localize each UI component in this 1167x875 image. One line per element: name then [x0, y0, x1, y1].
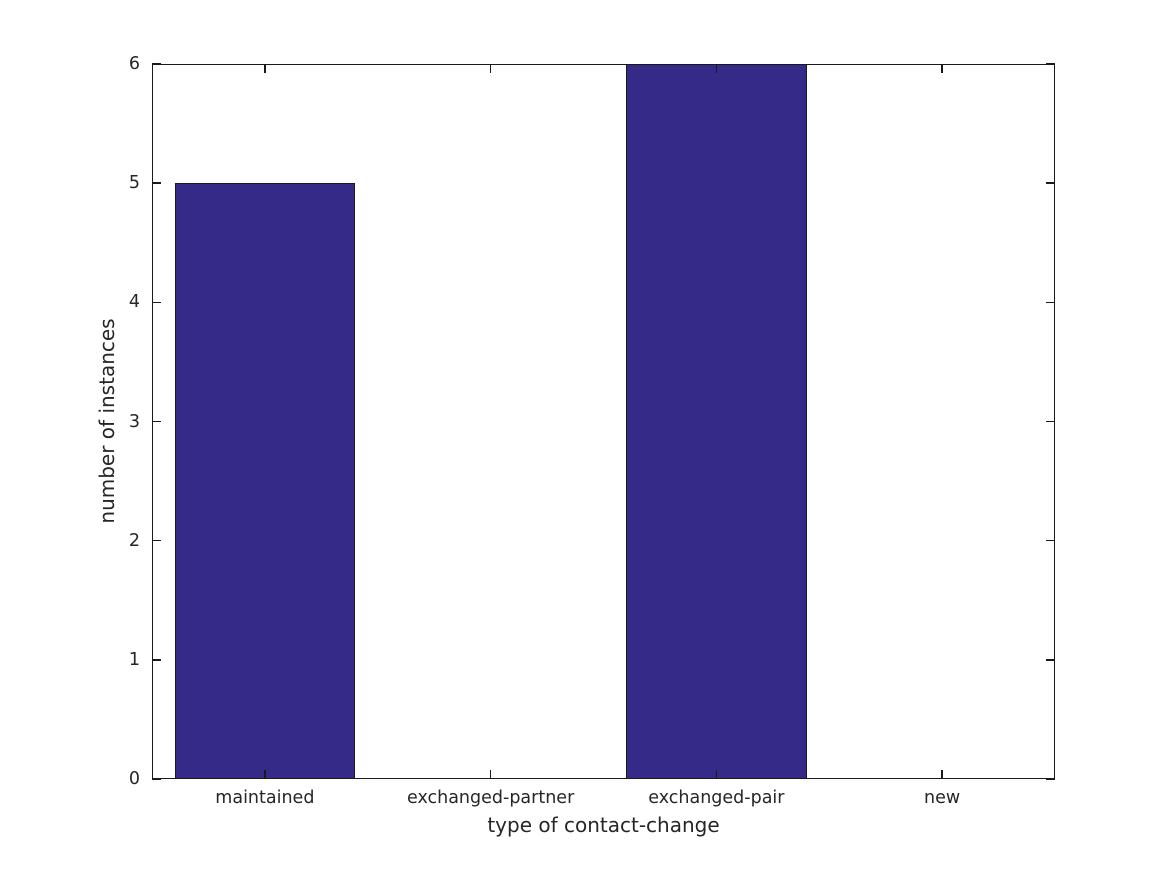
y-tick-mark — [152, 420, 161, 423]
y-tick-mark — [152, 182, 161, 184]
bar-maintained — [174, 183, 356, 779]
x-tick-mark — [941, 770, 943, 779]
x-tick-mark-top — [715, 64, 718, 73]
y-tick-mark-right — [1046, 778, 1055, 780]
x-tick-mark — [489, 770, 492, 779]
y-tick-mark — [152, 539, 161, 542]
x-tick-label: exchanged-pair — [648, 788, 785, 808]
y-tick-mark — [152, 659, 161, 661]
x-tick-mark-top — [941, 64, 943, 73]
y-tick-mark-right — [1046, 63, 1055, 65]
y-tick-mark-right — [1046, 659, 1055, 661]
y-tick-label: 6 — [128, 54, 140, 74]
y-tick-mark — [152, 778, 161, 780]
y-tick-label: 0 — [128, 769, 140, 789]
x-tick-mark — [715, 770, 718, 779]
x-tick-mark-top — [264, 64, 266, 73]
y-tick-label: 5 — [128, 173, 140, 194]
y-tick-mark — [152, 301, 161, 304]
y-tick-label: 3 — [128, 411, 140, 432]
x-axis-label: type of contact-change — [487, 813, 720, 837]
y-tick-mark-right — [1046, 539, 1055, 542]
y-tick-mark-right — [1046, 301, 1055, 304]
y-tick-label: 1 — [128, 649, 140, 670]
y-tick-mark-right — [1046, 420, 1055, 423]
x-tick-label: new — [924, 788, 961, 808]
y-tick-label: 4 — [128, 292, 140, 313]
bar-exchanged-pair — [626, 64, 807, 779]
x-tick-mark-top — [489, 64, 492, 73]
y-tick-mark — [152, 63, 161, 65]
x-tick-label: maintained — [215, 788, 315, 808]
x-tick-label: exchanged-partner — [406, 788, 575, 808]
y-tick-label: 2 — [128, 530, 140, 551]
y-tick-mark-right — [1046, 182, 1055, 184]
x-tick-mark — [264, 770, 266, 779]
